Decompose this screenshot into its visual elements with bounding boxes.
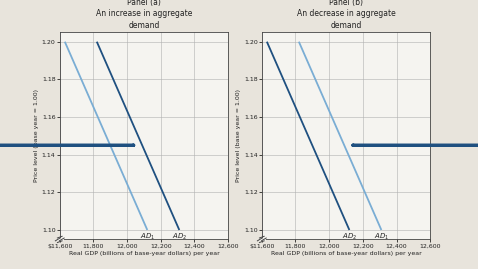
Text: AD$_2$: AD$_2$ [342, 232, 357, 242]
X-axis label: Real GDP (billions of base-year dollars) per year: Real GDP (billions of base-year dollars)… [271, 251, 422, 256]
Y-axis label: Price level (base year = 1.00): Price level (base year = 1.00) [236, 89, 241, 182]
Text: AD$_1$: AD$_1$ [374, 232, 389, 242]
Title: Panel (b)
An decrease in aggregate
demand: Panel (b) An decrease in aggregate deman… [297, 0, 395, 30]
Text: AD$_1$: AD$_1$ [140, 232, 155, 242]
Title: Panel (a)
An increase in aggregate
demand: Panel (a) An increase in aggregate deman… [96, 0, 192, 30]
X-axis label: Real GDP (billions of base-year dollars) per year: Real GDP (billions of base-year dollars)… [68, 251, 219, 256]
Text: AD$_2$: AD$_2$ [172, 232, 187, 242]
Y-axis label: Price level (base year = 1.00): Price level (base year = 1.00) [34, 89, 39, 182]
